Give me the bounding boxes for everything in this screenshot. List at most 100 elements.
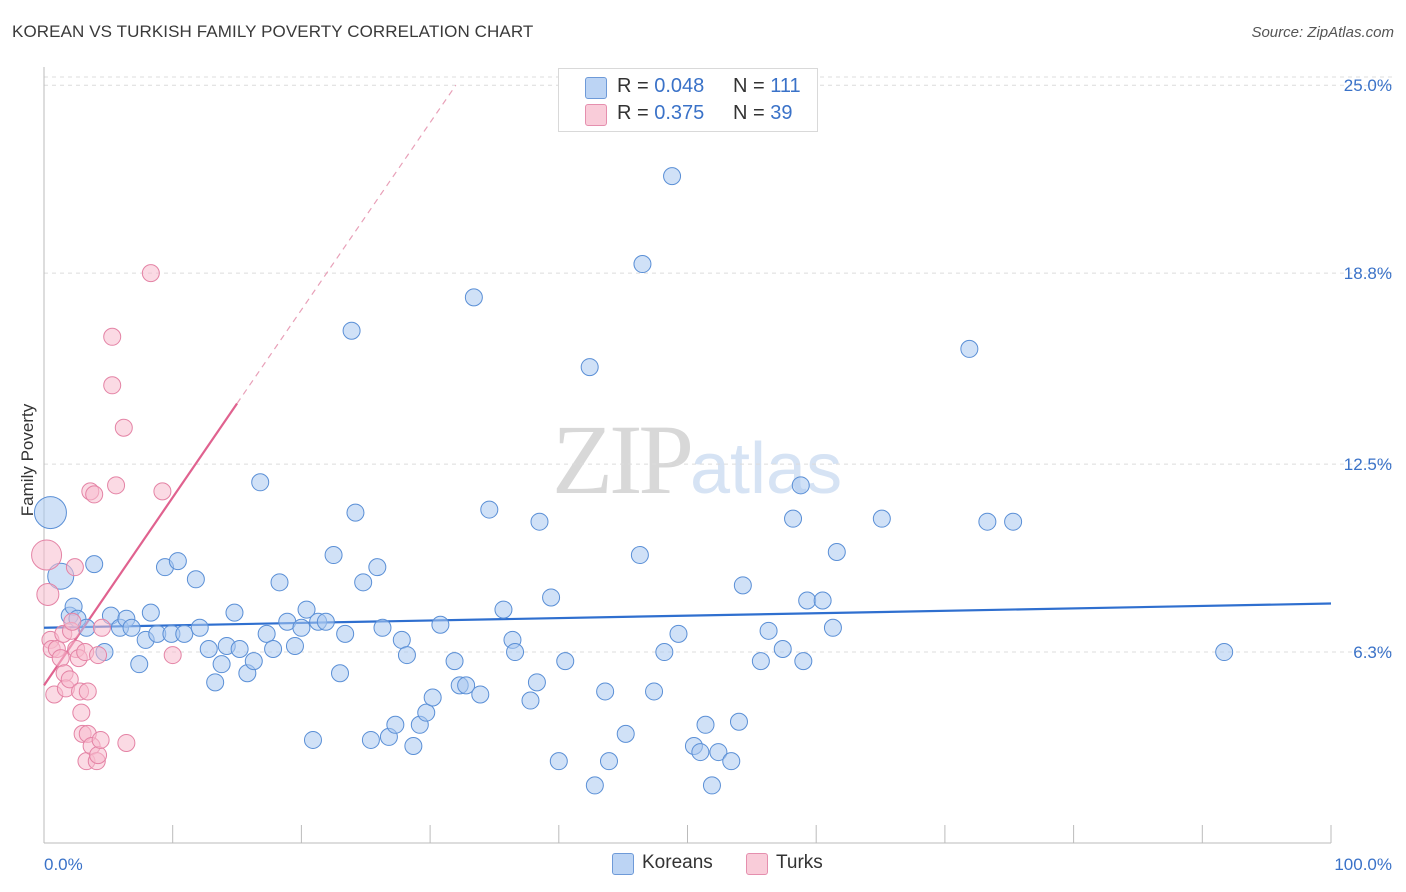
point-turks bbox=[114, 418, 133, 437]
point-koreans bbox=[186, 570, 205, 589]
legend-swatch-turks bbox=[746, 853, 768, 875]
legend-swatch-koreans bbox=[585, 77, 607, 99]
point-koreans bbox=[471, 685, 490, 704]
point-koreans bbox=[480, 500, 499, 519]
point-koreans bbox=[527, 673, 546, 692]
point-koreans bbox=[655, 643, 674, 662]
point-koreans bbox=[230, 640, 249, 658]
point-turks bbox=[51, 649, 70, 668]
point-koreans bbox=[729, 712, 748, 731]
point-koreans bbox=[297, 600, 316, 619]
point-koreans bbox=[354, 573, 373, 592]
point-turks bbox=[36, 582, 60, 606]
point-koreans bbox=[784, 509, 803, 528]
point-koreans bbox=[324, 546, 343, 565]
tick-labels: 6.3% 12.5% 18.8% 25.0% 0.0% 100.0% bbox=[44, 76, 1392, 874]
point-koreans bbox=[130, 655, 149, 674]
point-koreans bbox=[270, 573, 289, 592]
point-koreans bbox=[1215, 643, 1234, 662]
point-turks bbox=[89, 646, 108, 665]
point-turks bbox=[91, 730, 110, 749]
point-turks bbox=[141, 264, 160, 283]
point-turks bbox=[60, 670, 79, 689]
point-koreans bbox=[251, 473, 270, 492]
point-koreans bbox=[580, 358, 599, 377]
point-koreans bbox=[373, 618, 392, 637]
point-koreans bbox=[549, 752, 568, 771]
point-koreans bbox=[404, 737, 423, 755]
point-turks bbox=[103, 327, 122, 346]
point-turks bbox=[63, 612, 82, 631]
y-tick-label: 18.8% bbox=[1344, 264, 1392, 283]
point-koreans bbox=[669, 624, 688, 643]
point-turks bbox=[103, 376, 122, 395]
point-koreans bbox=[168, 552, 187, 571]
point-turks bbox=[117, 733, 136, 752]
point-koreans bbox=[506, 643, 525, 662]
point-koreans bbox=[257, 624, 276, 643]
point-koreans bbox=[791, 476, 810, 495]
point-koreans bbox=[33, 496, 67, 530]
point-koreans bbox=[423, 688, 442, 707]
point-koreans bbox=[368, 558, 387, 577]
trend-line-turks bbox=[43, 402, 238, 686]
point-turks bbox=[65, 558, 84, 577]
point-koreans bbox=[303, 730, 322, 749]
point-koreans bbox=[122, 618, 141, 637]
point-koreans bbox=[813, 591, 832, 610]
point-koreans bbox=[342, 321, 361, 340]
point-turks bbox=[92, 618, 111, 637]
n-value-turks: 39 bbox=[770, 102, 793, 124]
point-koreans bbox=[316, 612, 335, 631]
point-koreans bbox=[85, 555, 104, 574]
point-koreans bbox=[175, 624, 194, 643]
point-koreans bbox=[206, 673, 225, 692]
point-koreans bbox=[445, 652, 464, 671]
point-koreans bbox=[521, 691, 540, 710]
point-koreans bbox=[494, 600, 513, 619]
n-value-koreans: 111 bbox=[770, 75, 801, 97]
correlation-legend: R = 0.048 N = 111 R = 0.375 N = 39 bbox=[558, 68, 818, 132]
point-koreans bbox=[794, 652, 813, 671]
point-koreans bbox=[645, 682, 664, 701]
point-koreans bbox=[392, 630, 411, 649]
trend-extension-turks bbox=[236, 84, 457, 404]
point-koreans bbox=[596, 682, 615, 701]
point-turks bbox=[72, 703, 91, 722]
point-koreans bbox=[530, 512, 549, 531]
trend-line-koreans bbox=[43, 602, 1332, 629]
point-koreans bbox=[285, 636, 304, 655]
point-koreans bbox=[733, 576, 752, 595]
point-koreans bbox=[798, 591, 817, 610]
trend-lines bbox=[43, 84, 1332, 686]
grid-lines bbox=[44, 76, 1392, 653]
source-label: Source: ZipAtlas.com bbox=[1251, 24, 1394, 41]
point-koreans bbox=[691, 743, 710, 762]
point-koreans bbox=[225, 603, 244, 622]
point-koreans bbox=[663, 167, 682, 186]
x-tick-label: 100.0% bbox=[1334, 855, 1392, 874]
point-koreans bbox=[1004, 512, 1023, 531]
point-koreans bbox=[457, 676, 476, 695]
point-turks bbox=[31, 539, 63, 571]
point-koreans bbox=[417, 703, 436, 722]
legend-swatch-koreans bbox=[612, 853, 634, 875]
legend-swatch-turks bbox=[585, 104, 607, 126]
point-turks bbox=[78, 682, 97, 701]
axes bbox=[43, 67, 1332, 844]
point-koreans bbox=[212, 655, 231, 674]
data-points bbox=[31, 167, 1234, 795]
point-turks bbox=[163, 646, 182, 665]
point-koreans bbox=[823, 618, 842, 637]
point-turks bbox=[153, 482, 172, 501]
point-koreans bbox=[633, 255, 652, 274]
point-koreans bbox=[585, 776, 604, 795]
point-koreans bbox=[336, 624, 355, 643]
point-turks bbox=[89, 746, 108, 765]
point-koreans bbox=[397, 646, 416, 665]
point-koreans bbox=[331, 664, 350, 683]
point-koreans bbox=[960, 339, 979, 358]
point-koreans bbox=[264, 640, 283, 658]
point-koreans bbox=[431, 615, 450, 634]
